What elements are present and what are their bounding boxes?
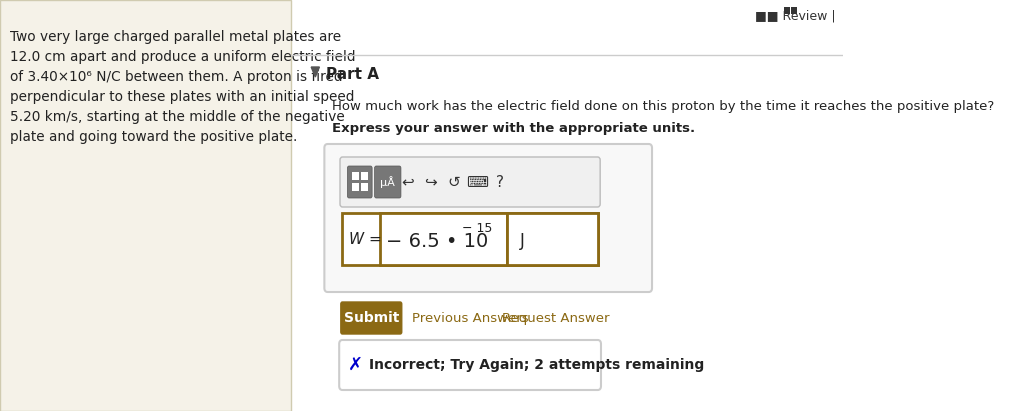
FancyBboxPatch shape [325, 144, 652, 292]
Text: Incorrect; Try Again; 2 attempts remaining: Incorrect; Try Again; 2 attempts remaini… [369, 358, 705, 372]
FancyBboxPatch shape [339, 340, 601, 390]
Text: Request Answer: Request Answer [502, 312, 609, 325]
Text: Part A: Part A [326, 67, 379, 82]
Text: ✗: ✗ [348, 356, 364, 374]
Polygon shape [311, 67, 319, 77]
Text: ↺: ↺ [447, 175, 460, 189]
Text: ↩: ↩ [401, 175, 414, 189]
Text: Two very large charged parallel metal plates are
12.0 cm apart and produce a uni: Two very large charged parallel metal pl… [10, 30, 355, 144]
Text: Previous Answers: Previous Answers [412, 312, 528, 325]
FancyBboxPatch shape [347, 166, 372, 198]
Text: ?: ? [496, 175, 504, 189]
Bar [361, 172, 368, 180]
Text: − 6.5 • 10: − 6.5 • 10 [386, 231, 488, 250]
Text: ⌨: ⌨ [466, 175, 487, 189]
Bar [352, 183, 359, 191]
Bar [783, 7, 790, 14]
Text: ■■ Review |: ■■ Review | [755, 10, 836, 23]
Bar [352, 172, 359, 180]
Text: How much work has the electric field done on this proton by the time it reaches : How much work has the electric field don… [332, 100, 994, 113]
FancyBboxPatch shape [341, 302, 401, 334]
FancyBboxPatch shape [342, 213, 598, 265]
Text: J: J [519, 232, 524, 250]
Text: Submit: Submit [344, 311, 399, 325]
Bar [792, 7, 797, 14]
Text: − 15: − 15 [462, 222, 493, 235]
FancyBboxPatch shape [507, 213, 598, 265]
Text: Express your answer with the appropriate units.: Express your answer with the appropriate… [332, 122, 695, 135]
FancyBboxPatch shape [380, 213, 507, 265]
Text: ↪: ↪ [424, 175, 437, 189]
FancyBboxPatch shape [340, 157, 600, 207]
Text: W =: W = [349, 231, 382, 247]
Text: μÅ: μÅ [380, 176, 395, 188]
Bar [361, 183, 368, 191]
FancyBboxPatch shape [375, 166, 401, 198]
FancyBboxPatch shape [0, 0, 291, 411]
